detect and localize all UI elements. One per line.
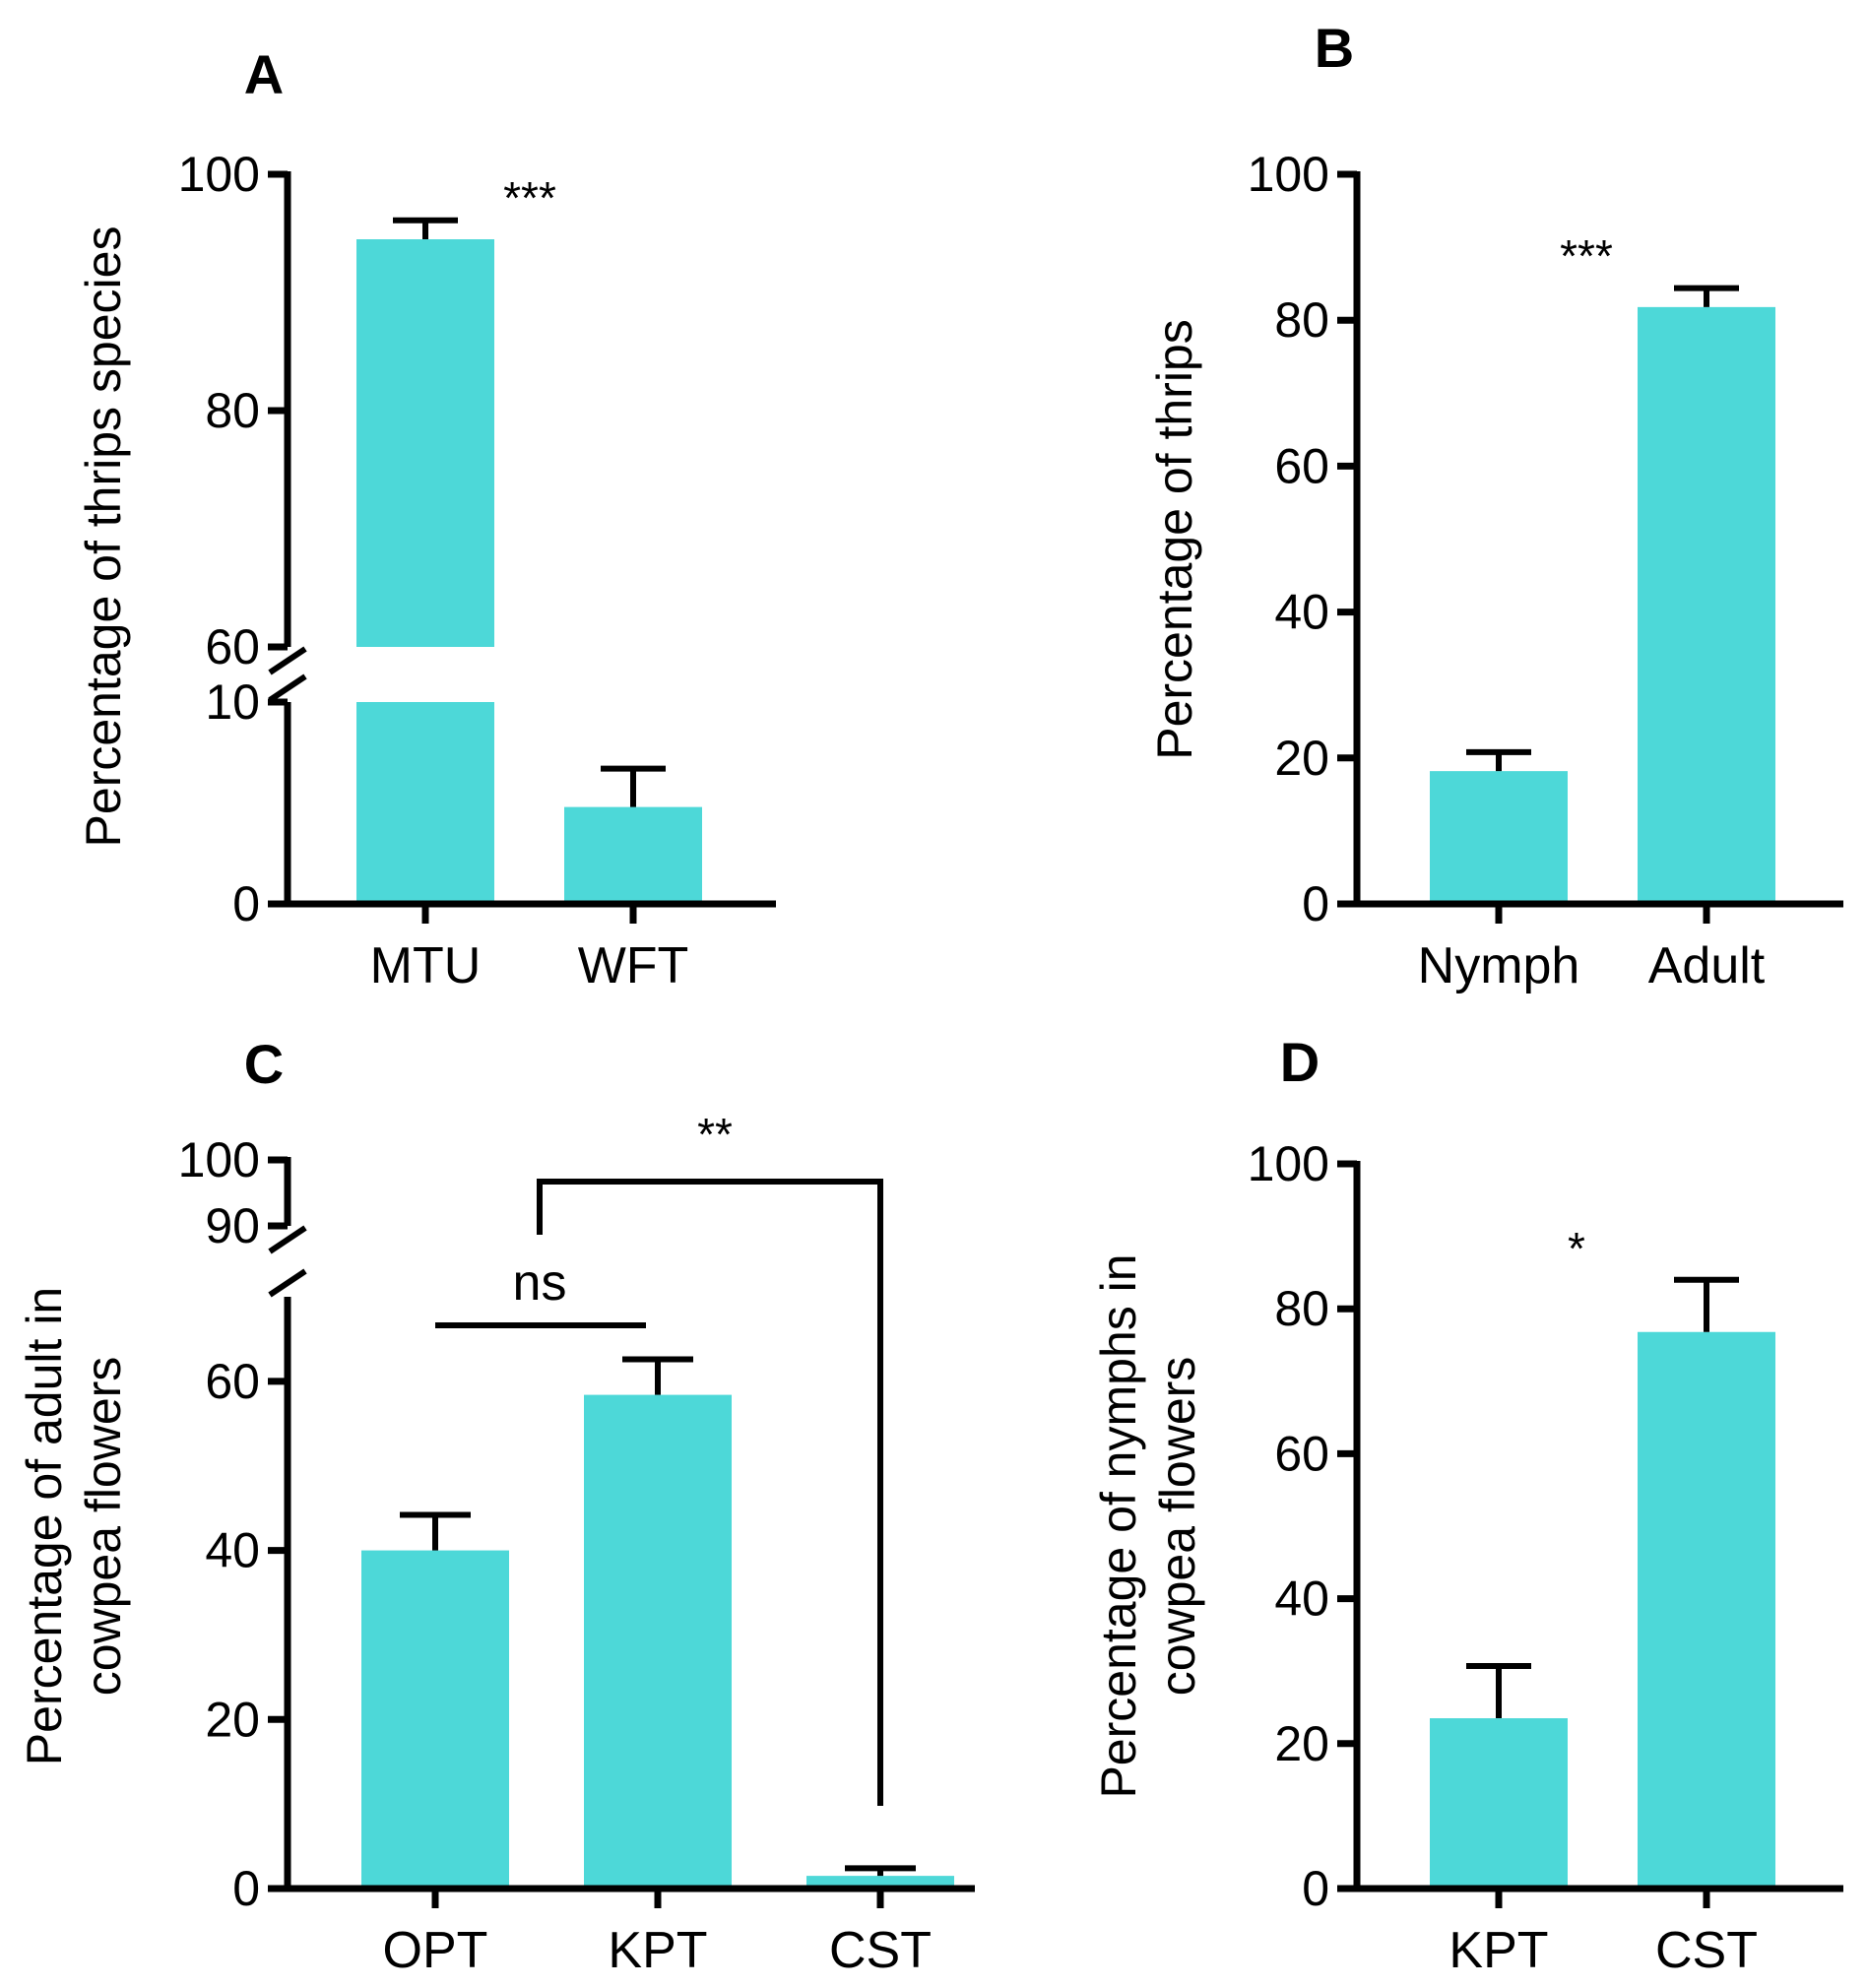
y-tick-label-10: 10 bbox=[205, 674, 260, 730]
y-tick-label-40: 40 bbox=[1274, 585, 1329, 640]
axis-break-lower bbox=[268, 1268, 307, 1298]
y-tick-label-0: 0 bbox=[1302, 876, 1329, 931]
axis-break-upper bbox=[268, 646, 307, 675]
significance-opt-kpt: ns bbox=[513, 1254, 567, 1312]
y-tick-label-80: 80 bbox=[205, 383, 260, 438]
x-tick-label-kpt: KPT bbox=[1449, 1922, 1548, 1979]
y-tick-label-100: 100 bbox=[178, 147, 260, 202]
y-axis-title-c-line-2: cowpea flowers bbox=[76, 1357, 131, 1697]
y-axis-title-a: Percentage of thrips species bbox=[76, 226, 131, 848]
x-tick-label-nymph: Nymph bbox=[1418, 937, 1580, 994]
y-axis-title-b: Percentage of thrips bbox=[1147, 319, 1202, 760]
y-tick-label-80: 80 bbox=[1274, 292, 1329, 348]
y-tick-label-90: 90 bbox=[205, 1198, 260, 1253]
x-tick-label-opt: OPT bbox=[383, 1922, 488, 1979]
y-axis-title-d: Percentage of nymphs in cowpea flowers bbox=[1091, 1253, 1205, 1798]
x-tick-label-kpt: KPT bbox=[608, 1922, 707, 1979]
significance-mtu-wft: *** bbox=[503, 172, 556, 224]
y-axis-title-a-line-1: Percentage of thrips species bbox=[76, 226, 131, 848]
y-tick-label-60: 60 bbox=[1274, 1426, 1329, 1481]
bar-opt bbox=[361, 1550, 509, 1889]
y-tick-label-20: 20 bbox=[205, 1692, 260, 1747]
panel-d: KPT CST 0 20 40 60 80 100 * Percentage of nymphs … bbox=[1091, 1136, 1843, 1979]
y-tick-label-60: 60 bbox=[205, 619, 260, 674]
significance-nymph-adult: *** bbox=[1560, 230, 1613, 282]
panel-label-d: D bbox=[1280, 1031, 1320, 1093]
y-axis-title-d-line-1: Percentage of nymphs in bbox=[1091, 1253, 1146, 1798]
panel-c: OPT KPT CST 0 20 40 60 90 100 ns ** Percentage of a… bbox=[17, 1109, 975, 1979]
significance-kpt-cst: * bbox=[1568, 1223, 1585, 1274]
y-tick-label-20: 20 bbox=[1274, 731, 1329, 786]
bar-wft bbox=[564, 806, 702, 904]
axis-break-upper bbox=[268, 1225, 307, 1254]
axis-break-lower bbox=[268, 673, 307, 703]
panel-label-c: C bbox=[244, 1033, 284, 1095]
panel-label-b: B bbox=[1315, 17, 1354, 79]
bar-mtu-upper bbox=[356, 239, 494, 647]
panel-label-a: A bbox=[244, 43, 284, 105]
y-axis-title-c-line-1: Percentage of adult in bbox=[17, 1287, 72, 1765]
y-tick-label-100: 100 bbox=[1248, 1136, 1329, 1191]
x-tick-label-cst: CST bbox=[829, 1922, 932, 1979]
x-tick-label-mtu: MTU bbox=[370, 937, 482, 994]
y-tick-label-0: 0 bbox=[232, 876, 260, 931]
y-tick-label-60: 60 bbox=[205, 1354, 260, 1409]
x-tick-label-adult: Adult bbox=[1648, 937, 1766, 994]
bar-cst bbox=[1638, 1331, 1775, 1889]
bar-adult bbox=[1638, 306, 1775, 904]
bracket-double-star bbox=[537, 1179, 883, 1806]
y-tick-label-100: 100 bbox=[1248, 147, 1329, 202]
y-tick-label-40: 40 bbox=[205, 1523, 260, 1578]
y-tick-label-100: 100 bbox=[178, 1132, 260, 1187]
y-tick-label-20: 20 bbox=[1274, 1716, 1329, 1771]
x-tick-label-cst: CST bbox=[1655, 1922, 1758, 1979]
y-tick-label-0: 0 bbox=[232, 1861, 260, 1916]
y-axis-title-b-line-1: Percentage of thrips bbox=[1147, 319, 1202, 760]
y-tick-label-60: 60 bbox=[1274, 438, 1329, 493]
panel-b: Nymph Adult 0 20 40 60 80 100 *** Percentage of t… bbox=[1147, 147, 1843, 994]
y-tick-label-80: 80 bbox=[1274, 1281, 1329, 1336]
x-tick-label-wft: WFT bbox=[578, 937, 689, 994]
bar-mtu-lower bbox=[356, 702, 494, 904]
y-tick-label-40: 40 bbox=[1274, 1571, 1329, 1627]
y-axis-title-c: Percentage of adult in cowpea flowers bbox=[17, 1287, 131, 1765]
bar-nymph bbox=[1430, 771, 1568, 904]
significance-group-cst: ** bbox=[697, 1109, 733, 1160]
bar-kpt bbox=[584, 1394, 732, 1889]
bar-kpt bbox=[1430, 1718, 1568, 1889]
y-axis-title-d-line-2: cowpea flowers bbox=[1150, 1357, 1205, 1697]
y-tick-label-0: 0 bbox=[1302, 1861, 1329, 1916]
